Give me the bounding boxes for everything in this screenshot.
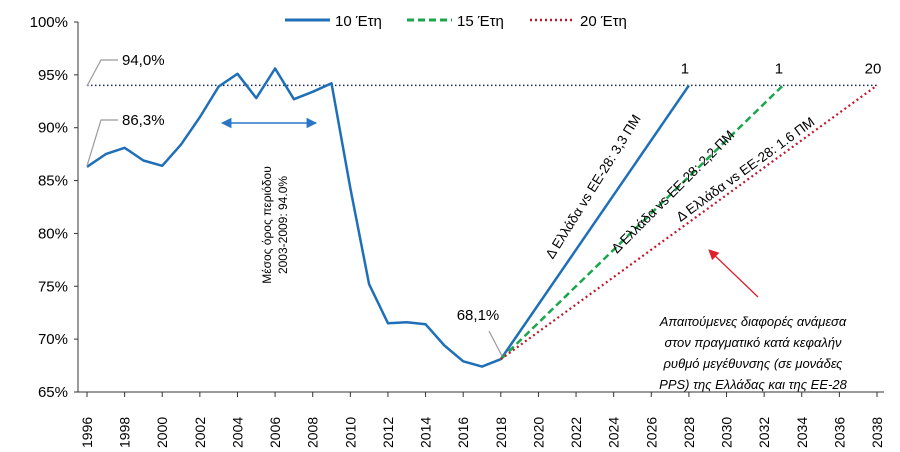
- label-94: 94,0%: [122, 52, 165, 69]
- x-tick-label: 2020: [530, 417, 546, 448]
- note-line-3: ρυθμό μεγέθυνσης (σε μονάδες: [662, 356, 843, 371]
- x-tick-label: 2002: [192, 417, 208, 448]
- period-avg-label-1: Μέσος όρος περιόδου: [260, 166, 274, 284]
- series-historical-line: [86, 67, 502, 368]
- y-ticks: 65% 70% 75% 80% 85% 90% 95% 100%: [30, 14, 78, 401]
- y-tick-label: 80%: [38, 225, 68, 242]
- x-tick-label: 2004: [229, 417, 245, 448]
- x-tick-label: 2012: [380, 417, 396, 448]
- x-tick-label: 2010: [342, 417, 358, 448]
- series-10-years-line: [499, 84, 690, 360]
- y-tick-label: 85%: [38, 173, 68, 190]
- x-tick-label: 2022: [568, 417, 584, 448]
- series-15-end-label: 1: [775, 60, 783, 77]
- note-arrow: [708, 249, 759, 298]
- x-tick-label: 2000: [154, 417, 170, 448]
- x-tick-label: 2006: [267, 417, 283, 448]
- x-tick-label: 2030: [719, 417, 735, 448]
- label-86: 86,3%: [122, 112, 165, 129]
- callout-68: [488, 330, 503, 357]
- note-line-4: PPS) της Ελλάδας και της ΕΕ-28: [659, 377, 847, 392]
- x-tick-label: 2024: [606, 417, 622, 448]
- x-ticks: 1996 1998 2000 2002 2004 2006 2008 2010 2012 2014…: [79, 392, 885, 448]
- y-tick-label: 70%: [38, 331, 68, 348]
- legend-label-10: 10 Έτη: [335, 13, 382, 30]
- legend-label-20: 20 Έτη: [580, 13, 627, 30]
- note-line-1: Απαιτούμενες διαφορές ανάμεσα: [659, 314, 847, 329]
- legend: 10 Έτη 15 Έτη 20 Έτη: [285, 13, 627, 30]
- y-tick-label: 65%: [38, 384, 68, 401]
- note-text: Απαιτούμενες διαφορές ανάμεσα στον πραγμ…: [659, 314, 848, 392]
- y-tick-label: 95%: [38, 67, 68, 84]
- x-tick-label: 2026: [643, 417, 659, 448]
- x-tick-label: 2034: [794, 417, 810, 448]
- y-tick-label: 90%: [38, 120, 68, 137]
- x-tick-label: 2016: [455, 417, 471, 448]
- callout-94: [86, 59, 118, 87]
- axes: [77, 22, 884, 393]
- y-tick-label: 100%: [30, 14, 68, 31]
- period-avg-label-2: 2003-2009: 94.0%: [276, 176, 290, 274]
- x-tick-label: 1998: [117, 417, 133, 448]
- x-tick-label: 2008: [305, 417, 321, 448]
- x-tick-label: 2036: [831, 417, 847, 448]
- series-20-end-label: 20: [865, 60, 882, 77]
- x-tick-label: 2014: [418, 417, 434, 448]
- note-line-2: στον πραγματικό κατά κεφαλήν: [664, 335, 842, 350]
- y-tick-label: 75%: [38, 278, 68, 295]
- x-tick-label: 2032: [756, 417, 772, 448]
- legend-label-15: 15 Έτη: [457, 13, 504, 30]
- x-tick-label: 2038: [869, 417, 885, 448]
- series-10-end-label: 1: [681, 60, 689, 77]
- callout-86: [86, 119, 118, 167]
- x-tick-label: 2028: [681, 417, 697, 448]
- x-tick-label: 2018: [493, 417, 509, 448]
- x-tick-label: 1996: [79, 417, 95, 448]
- label-68: 68,1%: [457, 307, 500, 324]
